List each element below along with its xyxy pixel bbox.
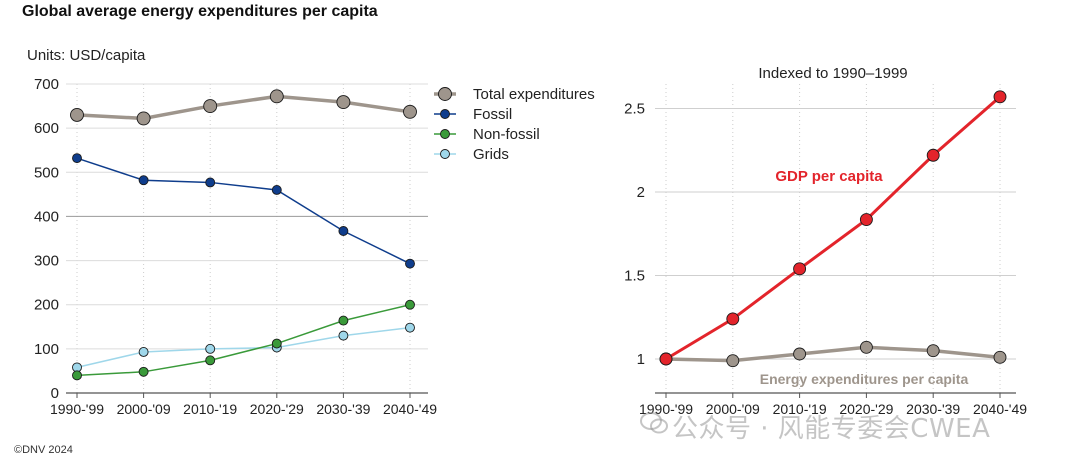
left-y-tick-label: 700 [34, 76, 59, 93]
right-series-point [726, 354, 740, 368]
left-y-tick-label: 0 [51, 385, 59, 402]
right-x-tick-label: 2020-'29 [839, 401, 893, 417]
left-y-tick-label: 300 [34, 253, 59, 270]
page-title: Global average energy expenditures per c… [22, 3, 378, 20]
left-x-tick-label: 1990-'99 [50, 401, 104, 417]
legend-swatch-marker [440, 149, 450, 159]
left-y-tick-label: 100 [34, 341, 59, 358]
left-series-point [136, 111, 151, 126]
right-y-tick-label: 1.5 [624, 268, 645, 285]
left-x-tick-label: 2030-'39 [316, 401, 370, 417]
legend-item-label: Non-fossil [473, 126, 540, 143]
left-series-point [203, 99, 218, 114]
left-series-point [70, 107, 84, 122]
right-x-tick-label: 2030-'39 [906, 401, 960, 417]
right-y-tick-label: 2 [637, 184, 645, 201]
left-series-point [403, 104, 417, 119]
left-series-point [205, 343, 216, 354]
legend-swatch-marker [440, 129, 450, 139]
left-series-point [405, 322, 415, 333]
left-x-tick-label: 2000-'09 [117, 401, 171, 417]
left-series-point [269, 89, 284, 104]
left-series-point [72, 370, 82, 381]
left-series-point [205, 177, 216, 188]
right-y-tick-label: 2.5 [624, 101, 645, 118]
left-series-point [405, 299, 415, 310]
left-series-point [138, 366, 149, 377]
left-series-point [271, 184, 282, 195]
right-series-point [993, 90, 1007, 104]
copyright-note: ©DNV 2024 [14, 444, 73, 456]
right-x-tick-label: 2010-'19 [773, 401, 827, 417]
left-series-point [338, 315, 349, 326]
legend-item-label: Total expenditures [473, 86, 595, 103]
left-y-tick-label: 600 [34, 120, 59, 137]
left-series-point [338, 330, 349, 341]
left-series-point [405, 258, 415, 269]
gdp-series-label: GDP per capita [775, 168, 883, 185]
left-series-line [76, 303, 411, 377]
units-label: Units: USD/capita [27, 47, 146, 64]
right-series-point [793, 262, 807, 276]
right-series-line [665, 95, 1001, 361]
legend-item-label: Grids [473, 146, 509, 163]
left-series-line [76, 326, 411, 369]
right-series-point [859, 340, 873, 354]
left-series-point [72, 153, 82, 164]
right-series-point [926, 148, 940, 162]
right-chart-title: Indexed to 1990–1999 [758, 65, 907, 82]
right-series-point [993, 350, 1007, 364]
left-series-point [336, 95, 351, 110]
left-series-line [76, 157, 411, 265]
left-y-tick-label: 200 [34, 297, 59, 314]
wechat-logo-icon [640, 412, 668, 434]
energy-series-label: Energy expenditures per capita [760, 371, 969, 387]
left-series-line [76, 94, 411, 121]
left-x-tick-label: 2010-'19 [183, 401, 237, 417]
legend-swatch-marker [440, 109, 450, 119]
right-series-point [859, 213, 873, 227]
right-x-tick-label: 2000-'09 [706, 401, 760, 417]
legend-swatch-marker [438, 87, 452, 101]
left-series-point [205, 355, 216, 366]
left-series-point [138, 346, 149, 357]
legend-item-label: Fossil [473, 106, 512, 123]
right-series-point [726, 312, 740, 326]
left-x-tick-label: 2020-'29 [250, 401, 304, 417]
right-series-point [926, 344, 940, 358]
left-x-tick-label: 2040-'49 [383, 401, 437, 417]
right-series-point [659, 352, 673, 366]
right-x-tick-label: 2040-'49 [973, 401, 1027, 417]
left-y-tick-label: 500 [34, 164, 59, 181]
right-series-point [793, 347, 807, 361]
right-series-line [665, 345, 1001, 363]
left-series-point [271, 338, 282, 349]
watermark-text: 公众号 · 风能专委会CWEA [672, 414, 991, 444]
right-y-tick-label: 1 [637, 351, 645, 368]
left-series-point [138, 175, 149, 186]
left-y-tick-label: 400 [34, 208, 59, 225]
left-series-point [338, 226, 349, 236]
